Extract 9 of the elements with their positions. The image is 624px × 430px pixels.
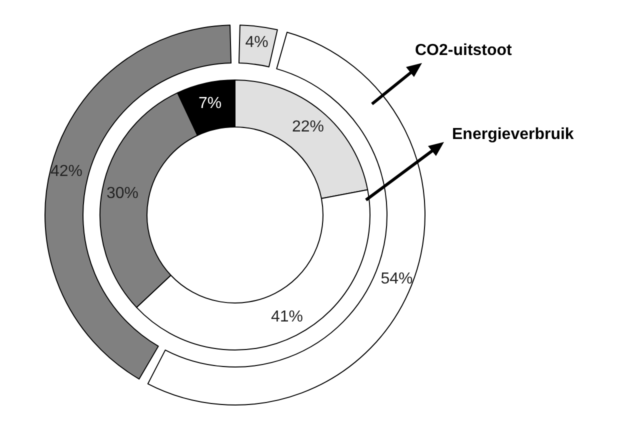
data-label: 41% bbox=[270, 308, 303, 326]
data-label: 22% bbox=[292, 118, 324, 136]
data-label: 4% bbox=[245, 34, 268, 51]
data-label: 42% bbox=[50, 163, 82, 180]
data-label: 7% bbox=[198, 94, 222, 112]
data-label: 54% bbox=[380, 270, 413, 288]
data-label: 30% bbox=[106, 185, 139, 202]
slice-label: CO2-uitstoot bbox=[415, 42, 512, 60]
slice-label: Energieverbruik bbox=[452, 126, 574, 144]
